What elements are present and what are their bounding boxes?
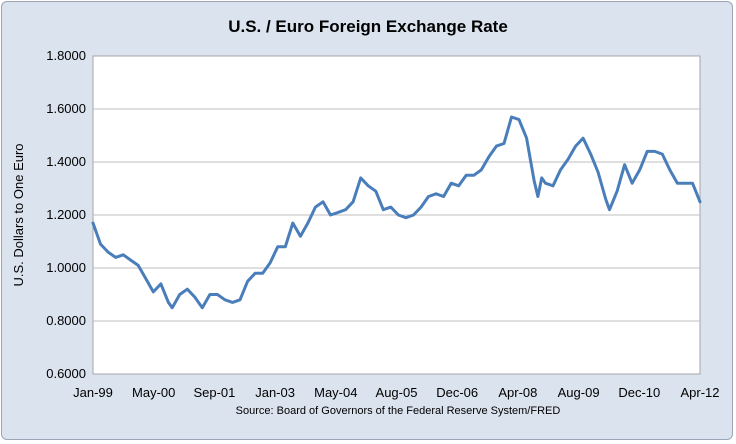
x-tick-label: Dec-06: [436, 385, 478, 400]
y-tick-label: 1.2000: [46, 207, 86, 222]
y-axis-label: U.S. Dollars to One Euro: [11, 143, 26, 286]
x-tick-label: Jan-99: [73, 385, 113, 400]
x-axis-ticks: Jan-99 May-00 Sep-01 Jan-03 May-04 Aug-05 Dec-…: [73, 385, 719, 400]
x-tick-label: May-04: [314, 385, 357, 400]
y-tick-label: 0.8000: [46, 313, 86, 328]
x-tick-label: Aug-09: [558, 385, 600, 400]
x-tick-label: Apr-12: [680, 385, 719, 400]
y-tick-label: 1.6000: [46, 101, 86, 116]
y-tick-label: 1.0000: [46, 260, 86, 275]
y-tick-label: 1.4000: [46, 154, 86, 169]
chart-title: U.S. / Euro Foreign Exchange Rate: [228, 17, 508, 36]
series-line: [91, 115, 702, 310]
x-tick-label: May-00: [132, 385, 175, 400]
x-tick-label: Apr-08: [498, 385, 537, 400]
source-note: Source: Board of Governors of the Federa…: [236, 405, 561, 417]
x-tick-label: Dec-10: [618, 385, 660, 400]
y-tick-label: 1.8000: [46, 48, 86, 63]
x-tick-label: Aug-05: [376, 385, 418, 400]
x-tick-label: Jan-03: [255, 385, 295, 400]
series-layer: [91, 115, 702, 310]
x-tick-label: Sep-01: [193, 385, 235, 400]
y-tick-label: 0.6000: [46, 366, 86, 381]
gridlines: [93, 108, 700, 322]
y-axis-ticks: 0.6000 0.8000 1.0000 1.2000 1.4000 1.6000 1.80…: [46, 48, 86, 381]
